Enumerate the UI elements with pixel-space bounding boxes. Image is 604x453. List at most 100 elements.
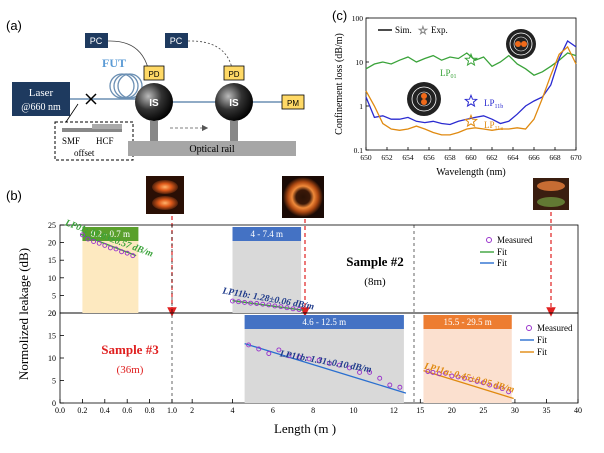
data-point-lp11b-s3 <box>367 369 373 375</box>
data-point-lp11b-s3 <box>306 356 312 362</box>
integrating-sphere-2 <box>215 83 253 121</box>
data-point-lp11b-s2 <box>254 301 260 306</box>
bottom-ytick-label: 5 <box>52 377 56 386</box>
xtick-label: 0.0 <box>55 406 65 415</box>
xtick-label: 25 <box>479 406 487 415</box>
xtick-label: 12 <box>390 406 398 415</box>
data-point-lp11b-s3 <box>246 342 252 348</box>
xtick-label: 15 <box>416 406 424 415</box>
top-ytick-label: 10 <box>48 274 56 283</box>
data-point-lp11a <box>425 369 431 374</box>
pd-box-1 <box>143 65 165 81</box>
data-point-lp01 <box>113 246 119 252</box>
panel-a-label: (a) <box>6 18 22 33</box>
xtick-label: 8 <box>311 406 315 415</box>
pc-box-2 <box>165 33 188 48</box>
panel-b-label: (b) <box>6 188 22 203</box>
c-xtick-label: 656 <box>423 153 435 162</box>
hcf-label: HCF <box>96 136 114 146</box>
range-header-lp11a <box>423 315 512 329</box>
fut-coil-icon <box>109 73 143 99</box>
data-point-lp01 <box>96 240 102 246</box>
data-point-lp11a <box>487 382 493 388</box>
c-xtick-label: 670 <box>570 153 582 162</box>
data-point-lp11b-s3 <box>316 357 322 363</box>
smf-label: SMF <box>62 136 80 146</box>
legend-top: Measured Fit Fit <box>480 235 533 268</box>
legend-exp: Exp. <box>431 25 448 35</box>
data-point-lp11b-s3 <box>377 375 383 381</box>
top-ytick-label: 20 <box>48 239 56 248</box>
panel-b-ylabel: Normolized leakage (dB) <box>16 248 31 380</box>
xtick-label: 30 <box>511 406 519 415</box>
data-point-lp11b-s2 <box>266 302 272 308</box>
xtick-label: 4 <box>231 406 235 415</box>
data-point-lp11a <box>443 370 448 376</box>
c-exp-star-lp11a <box>464 113 478 128</box>
c-xtick-label: 662 <box>486 153 498 162</box>
c-series-lp11b <box>365 40 577 126</box>
pc-label-2: PC <box>170 36 183 46</box>
range-header-label-lp11b-s2: 4 - 7.4 m <box>251 229 284 239</box>
legend-top-measured-marker <box>486 237 492 243</box>
mode-image-lp11a <box>533 178 569 210</box>
data-point-lp01 <box>107 245 113 251</box>
data-point-lp11a <box>449 373 455 379</box>
range-header-lp11b-s2 <box>232 227 302 241</box>
range-band-lp11a <box>423 329 512 403</box>
data-point-lp11b-s2 <box>272 303 278 309</box>
c-xtick-label: 654 <box>402 153 414 162</box>
c-series-lp01 <box>365 52 577 76</box>
data-point-lp11b-s3 <box>397 384 403 390</box>
pc-label-1: PC <box>90 36 103 46</box>
laser-label: Laser <box>29 87 54 99</box>
legend-bottom-fit-1: Fit <box>537 335 548 345</box>
data-point-lp11b-s3 <box>347 365 352 371</box>
fut-label: FUT <box>102 56 126 70</box>
rail-label: Optical rail <box>189 144 234 155</box>
c-xtick-label: 666 <box>528 153 540 162</box>
data-point-lp11b-s2 <box>278 304 284 310</box>
xtick-label: 0.8 <box>145 406 155 415</box>
data-point-lp01 <box>130 253 136 259</box>
xtick-label: 1.0 <box>167 406 177 415</box>
offset-label: offset <box>74 148 95 158</box>
legend-bottom-fit-2: Fit <box>537 347 548 357</box>
data-point-lp11a <box>499 386 505 392</box>
pd-label-2: PD <box>228 70 239 79</box>
integrating-sphere-1 <box>135 83 173 121</box>
pm-box <box>281 94 305 110</box>
is-label-1: IS <box>149 98 159 109</box>
top-ytick-label: 15 <box>48 256 56 265</box>
data-point-lp11b-s3 <box>276 347 282 353</box>
data-point-lp01 <box>79 232 85 238</box>
legend-exp-star-icon: ☆ <box>418 25 428 37</box>
c-ytick-label: 1 <box>359 102 363 111</box>
data-point-lp11a <box>430 369 436 375</box>
data-point-lp11b-s2 <box>290 306 296 312</box>
xtick-label: 0.6 <box>122 406 132 415</box>
c-ytick-label: 10 <box>356 58 364 67</box>
data-point-lp01 <box>91 239 97 244</box>
data-point-lp11b-s2 <box>296 307 302 312</box>
c-xtick-label: 658 <box>444 153 456 162</box>
fiber-cross-section-1 <box>506 29 536 59</box>
pm-label: PM <box>287 99 299 108</box>
pd-label-1: PD <box>148 70 159 79</box>
legend-top-fit-1: Fit <box>497 247 508 257</box>
pc-box-1 <box>85 33 108 48</box>
optical-rail <box>128 141 296 156</box>
xtick-label: 10 <box>350 406 358 415</box>
panel-c-ylabel: Confinement loss (dB/m) <box>334 33 345 135</box>
c-ytick-label: 100 <box>352 14 364 23</box>
data-point-lp11a <box>436 371 442 377</box>
range-header-lp11b-s3 <box>244 315 404 329</box>
panel-c-exp-points <box>464 52 478 128</box>
bottom-ytick-label: 15 <box>48 332 56 341</box>
mode-image-lp01 <box>146 176 184 214</box>
c-ytick-label: 0.1 <box>354 146 364 155</box>
panel-c-label: (c) <box>332 8 347 23</box>
data-point-lp01 <box>124 250 130 256</box>
xtick-label: 6 <box>271 406 275 415</box>
